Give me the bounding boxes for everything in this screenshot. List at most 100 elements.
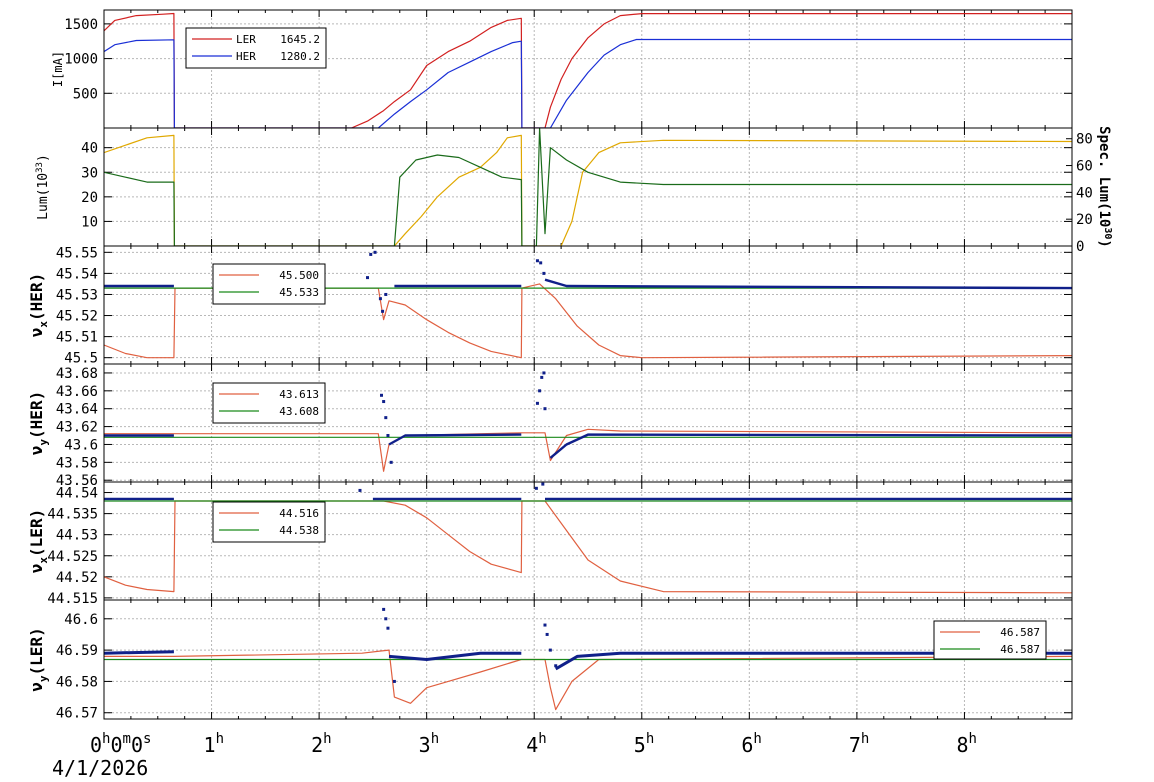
- legend-value: 1645.2: [280, 33, 320, 46]
- data-point: [373, 250, 377, 254]
- y-tick-label: 43.58: [56, 455, 98, 471]
- y2-tick-label: 40: [1076, 185, 1093, 201]
- y-axis-label: νy(LER): [27, 627, 50, 691]
- data-point: [369, 252, 373, 256]
- y-axis-label: νx(HER): [27, 273, 50, 337]
- panel-4: 43.56 43.58 43.643.62 43.64 43.66 43.68 νy(HER…: [27, 363, 1073, 489]
- series-line-5: [554, 651, 1072, 671]
- y-tick-label: 46.58: [56, 674, 98, 690]
- data-point: [543, 623, 547, 627]
- legend-value: 44.516: [279, 507, 319, 520]
- data-point: [542, 271, 546, 275]
- data-point: [384, 416, 388, 420]
- data-point: [382, 400, 386, 404]
- panel-2: 10 20 30 40 Lum(1033) 0 20 40 60 80 Spec. Lum(1030…: [35, 126, 1113, 255]
- series-line-5: [544, 278, 1072, 290]
- y2-tick-label: 0: [1076, 239, 1084, 255]
- panel-6: 46.57 46.58 46.59 46.6 νy(LER) 46.587 46.587: [27, 599, 1073, 722]
- legend-box: [933, 620, 1047, 660]
- data-point: [389, 460, 393, 464]
- data-point: [381, 309, 385, 313]
- plot-area: [104, 482, 1072, 594]
- data-point: [540, 375, 544, 379]
- y2-tick-label: 80: [1076, 132, 1093, 148]
- x-tick-label: 7h: [849, 731, 869, 757]
- legend: LER 1645.2 HER 1280.2: [185, 27, 327, 69]
- data-point: [541, 482, 545, 486]
- y-tick-label: 1500: [64, 17, 98, 33]
- y2-tick-label: 60: [1076, 159, 1093, 175]
- data-point: [545, 632, 549, 636]
- legend-box: [185, 27, 327, 69]
- legend: 45.500 45.533: [212, 263, 326, 305]
- plot-area: [104, 128, 1072, 246]
- series-line-1: [104, 500, 1072, 594]
- x-axis-date: 4/1/2026: [52, 756, 148, 780]
- legend-box: [212, 263, 326, 305]
- y-tick-label: 46.6: [64, 612, 98, 628]
- panel-5: 44.515 44.52 44.525 44.53 44.535 44.54 νx(LER)…: [27, 481, 1073, 607]
- y2-axis-label: Spec. Lum(1030): [1096, 126, 1113, 248]
- y-tick-label: 43.64: [56, 402, 98, 418]
- data-point: [384, 617, 388, 621]
- data-point: [535, 401, 539, 405]
- data-point: [386, 626, 390, 630]
- legend: 44.516 44.538: [212, 501, 326, 543]
- y-tick-label: 46.57: [56, 706, 98, 722]
- panel-1: 500 1000 1500 I[mA] LER 1645.2 HER 1280.2: [51, 9, 1073, 129]
- data-point: [358, 488, 362, 492]
- panel-frame: [103, 127, 1073, 247]
- y-axis-label: I[mA]: [51, 51, 65, 87]
- data-point: [392, 679, 396, 683]
- y-tick-label: 43.6: [64, 437, 98, 453]
- plot-area: [104, 607, 1072, 711]
- y-tick-label: 10: [81, 214, 98, 230]
- panel-frame: [103, 599, 1073, 720]
- legend: 46.587 46.587: [933, 620, 1047, 660]
- x-tick-label: 3h: [419, 731, 439, 757]
- y-tick-label: 44.52: [56, 570, 98, 586]
- y2-tick-label: 20: [1076, 212, 1093, 228]
- series-line-1: [104, 134, 1072, 246]
- y-tick-label: 45.52: [56, 309, 98, 325]
- series-line-1: [104, 428, 1072, 472]
- y-tick-label: 30: [81, 165, 98, 181]
- data-point: [384, 292, 388, 296]
- x-tick-label: 4h: [526, 731, 546, 757]
- y-tick-label: 43.66: [56, 384, 98, 400]
- series-line-4: [388, 433, 522, 446]
- y-axis-label: νy(HER): [27, 391, 50, 455]
- data-point: [534, 486, 538, 490]
- y-tick-label: 43.62: [56, 420, 98, 436]
- y-tick-label: 500: [73, 86, 98, 102]
- legend-box: [212, 382, 326, 424]
- series-line-2: [104, 38, 1072, 128]
- data-point: [378, 297, 382, 301]
- legend-value: 46.587: [1000, 643, 1040, 656]
- panel-3: 45.5 45.51 45.52 45.53 45.54 45.55 νx(HER) 45.5…: [27, 245, 1073, 367]
- data-point: [548, 648, 552, 652]
- y-tick-label: 44.515: [47, 591, 98, 607]
- data-point: [382, 607, 386, 611]
- legend-value: 43.613: [279, 388, 319, 401]
- data-point: [543, 407, 547, 411]
- x-axis: 0h0m0s 1h 2h 3h 4h 5h 6h 7h 8h 4/1/2026: [52, 731, 977, 780]
- data-point: [366, 276, 370, 280]
- series-line-1: [104, 649, 1072, 711]
- series-line-5: [549, 433, 1072, 459]
- legend-value: 1280.2: [280, 50, 320, 63]
- series-line-4: [388, 651, 522, 661]
- legend-label: HER: [236, 50, 256, 63]
- y-tick-label: 45.5: [64, 351, 98, 367]
- x-tick-label: 0h0m0s: [90, 731, 151, 757]
- legend-value: 44.538: [279, 524, 319, 537]
- data-point: [538, 389, 542, 393]
- y-tick-label: 43.68: [56, 366, 98, 382]
- y-tick-label: 44.535: [47, 507, 98, 523]
- x-tick-label: 2h: [311, 731, 331, 757]
- data-point: [386, 434, 390, 438]
- legend-value: 43.608: [279, 405, 319, 418]
- plot-area: [104, 12, 1072, 128]
- x-tick-label: 6h: [741, 731, 761, 757]
- y-tick-label: 45.54: [56, 266, 98, 282]
